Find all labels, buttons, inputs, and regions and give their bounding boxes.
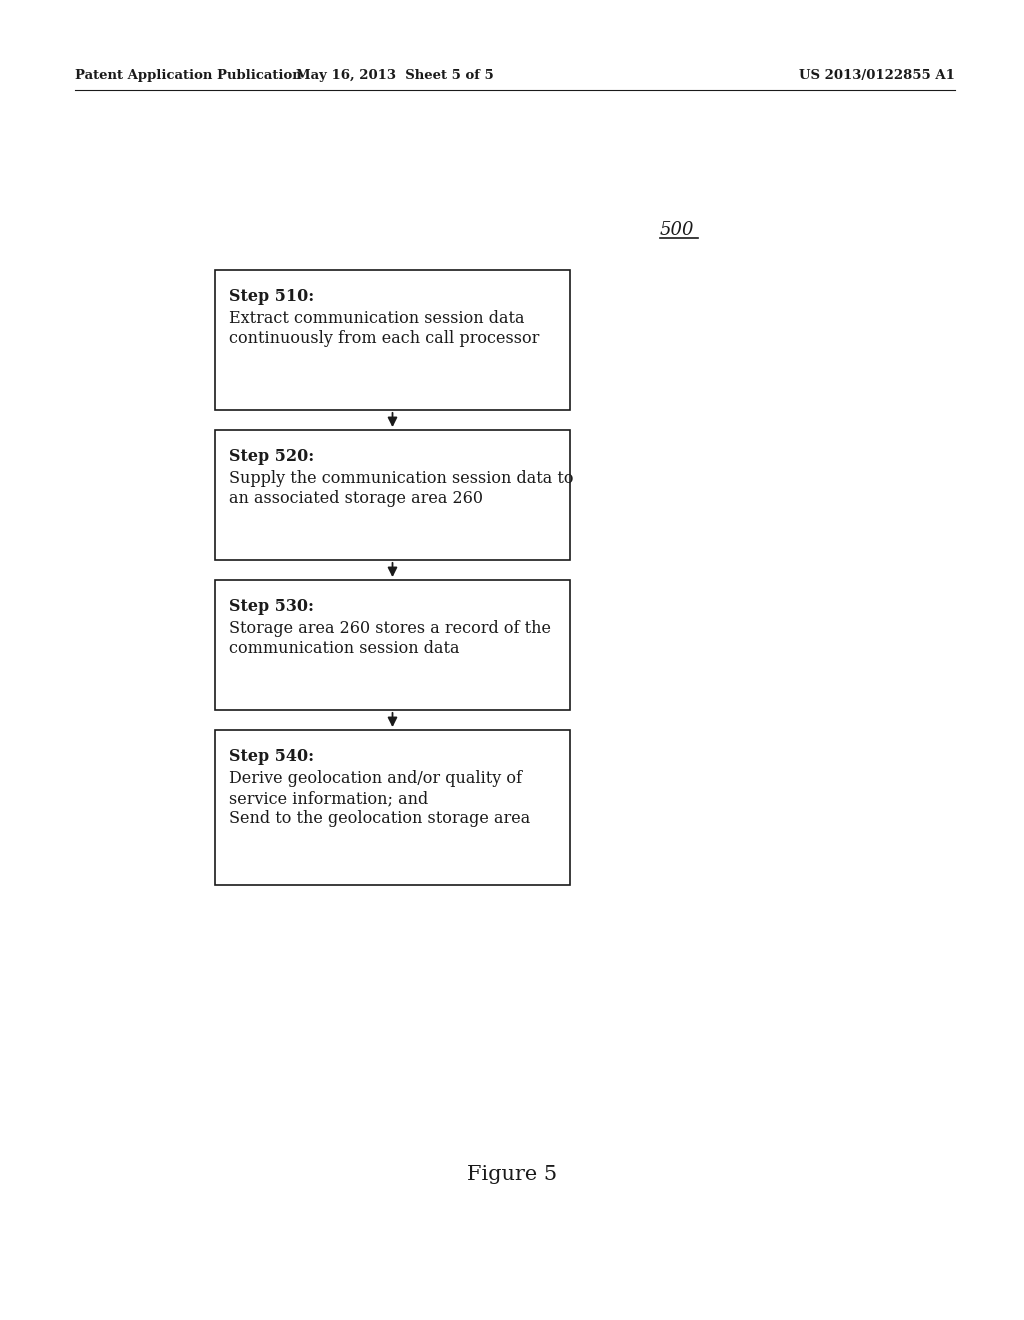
Text: Step 530:: Step 530: <box>229 598 314 615</box>
Text: Figure 5: Figure 5 <box>467 1166 557 1184</box>
Text: Step 520:: Step 520: <box>229 447 314 465</box>
Text: US 2013/0122855 A1: US 2013/0122855 A1 <box>799 69 955 82</box>
Text: Derive geolocation and/or quality of: Derive geolocation and/or quality of <box>229 770 522 787</box>
Text: Storage area 260 stores a record of the: Storage area 260 stores a record of the <box>229 620 551 638</box>
Text: communication session data: communication session data <box>229 640 460 657</box>
Bar <box>215 579 570 710</box>
Text: Patent Application Publication: Patent Application Publication <box>75 69 302 82</box>
Bar <box>215 271 570 411</box>
Text: Step 540:: Step 540: <box>229 748 314 766</box>
Text: Step 510:: Step 510: <box>229 288 314 305</box>
Text: service information; and: service information; and <box>229 789 428 807</box>
Text: 500: 500 <box>660 220 694 239</box>
Text: continuously from each call processor: continuously from each call processor <box>229 330 540 347</box>
Bar <box>215 730 570 884</box>
Text: an associated storage area 260: an associated storage area 260 <box>229 490 483 507</box>
Text: Supply the communication session data to: Supply the communication session data to <box>229 470 573 487</box>
Text: Send to the geolocation storage area: Send to the geolocation storage area <box>229 810 530 828</box>
Text: May 16, 2013  Sheet 5 of 5: May 16, 2013 Sheet 5 of 5 <box>296 69 494 82</box>
Bar <box>215 430 570 560</box>
Text: Extract communication session data: Extract communication session data <box>229 310 524 327</box>
